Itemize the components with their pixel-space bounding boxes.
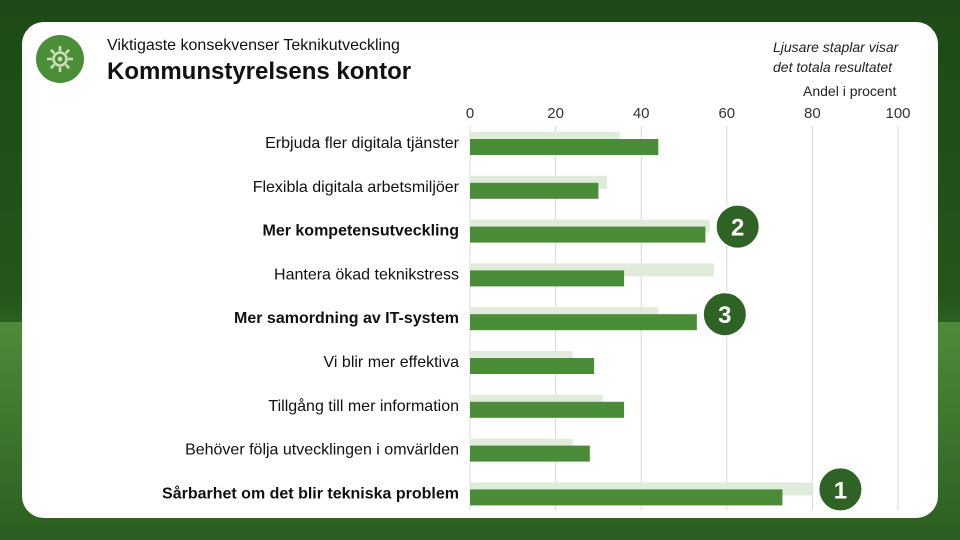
result-bar <box>470 139 659 155</box>
legend-note: Ljusare staplar visar det totala resulta… <box>773 39 899 75</box>
result-bar <box>470 401 625 418</box>
rank-badge-label: 1 <box>834 477 847 504</box>
x-tick-label: 0 <box>466 105 474 122</box>
chart-title: Kommunstyrelsens kontor <box>107 58 412 85</box>
category-label: Flexibla digitala arbetsmiljöer <box>253 179 460 196</box>
category-label: Mer samordning av IT-system <box>234 310 459 327</box>
category-label: Behöver följa utvecklingen i omvärlden <box>185 442 459 459</box>
rank-badge <box>701 291 748 338</box>
category-label: Tillgång till mer information <box>268 397 459 415</box>
rank-badge-label: 3 <box>718 302 731 329</box>
result-bar <box>470 182 599 199</box>
category-label: Mer kompetensutveckling <box>263 223 460 240</box>
category-label: Hantera ökad teknikstress <box>274 266 459 283</box>
bar-chart: 0 20 40 60 80 100 Erbjuda fler digitala tjänst… <box>162 105 911 513</box>
gear-icon <box>47 46 73 72</box>
chart-subtitle: Viktigaste konsekvenser Teknikutveckling <box>107 37 400 54</box>
chart-card: Viktigaste konsekvenser Teknikutveckling… <box>22 22 938 518</box>
category-label: Erbjuda fler digitala tjänster <box>265 135 460 152</box>
rank-badge <box>817 466 864 513</box>
rank-badge-label: 2 <box>731 215 744 242</box>
result-bar <box>470 445 590 462</box>
category-label: Vi blir mer effektiva <box>324 354 460 371</box>
result-bar <box>470 314 697 331</box>
x-tick-label: 20 <box>547 105 564 122</box>
x-tick-label: 60 <box>718 105 735 122</box>
x-tick-label: 80 <box>804 105 821 122</box>
x-tick-label: 40 <box>633 105 650 122</box>
x-tick-label: 100 <box>885 105 910 122</box>
category-label: Sårbarhet om det blir tekniska problem <box>162 484 459 502</box>
result-bar <box>470 270 625 287</box>
rank-badge <box>714 203 761 250</box>
result-bar <box>470 226 706 243</box>
result-bar <box>470 489 783 506</box>
result-bar <box>470 358 595 374</box>
logo-badge <box>36 35 84 83</box>
x-axis-title: Andel i procent <box>803 83 897 99</box>
